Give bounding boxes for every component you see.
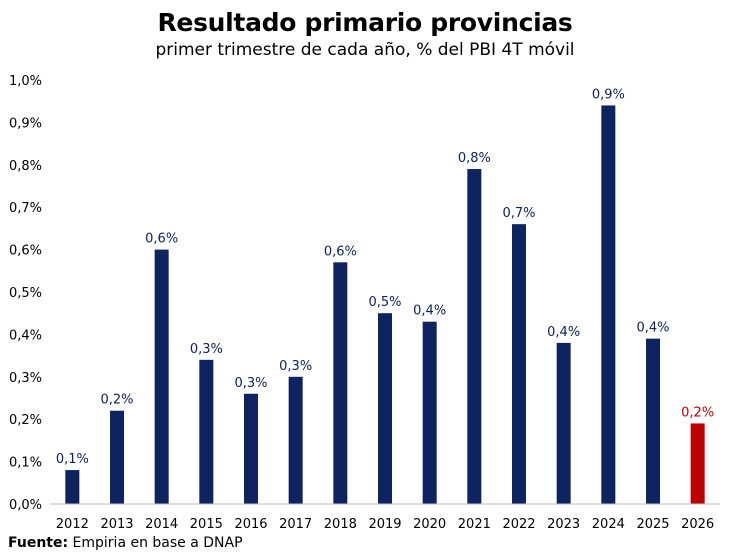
source-label: Fuente: — [8, 535, 69, 551]
chart-title: Resultado primario provincias — [157, 8, 573, 37]
bar-2026 — [690, 423, 705, 504]
y-tick-label: 0,2% — [9, 413, 42, 428]
data-label-2023: 0,4% — [547, 325, 580, 340]
y-tick-label: 0,9% — [9, 116, 42, 131]
x-tick-label: 2018 — [324, 517, 357, 532]
data-label-2019: 0,5% — [368, 295, 401, 310]
y-tick-label: 0,1% — [9, 456, 42, 471]
y-tick-label: 0,7% — [9, 201, 42, 216]
x-tick-label: 2012 — [56, 517, 89, 532]
data-label-2020: 0,4% — [413, 304, 446, 319]
x-tick-label: 2024 — [592, 517, 625, 532]
data-label-2022: 0,7% — [502, 206, 535, 221]
x-tick-label: 2022 — [502, 517, 535, 532]
bar-2015 — [199, 359, 214, 504]
data-label-2021: 0,8% — [458, 151, 491, 166]
x-tick-label: 2026 — [681, 517, 714, 532]
bar-2022 — [512, 224, 526, 504]
data-label-2017: 0,3% — [279, 359, 312, 374]
x-tick-label: 2023 — [547, 517, 580, 532]
chart-subtitle: primer trimestre de cada año, % del PBI … — [155, 40, 575, 60]
y-tick-label: 0,3% — [9, 371, 42, 386]
y-tick-label: 1,0% — [9, 74, 42, 89]
data-label-2025: 0,4% — [636, 321, 669, 336]
x-tick-label: 2015 — [190, 517, 223, 532]
x-tick-label: 2019 — [368, 517, 401, 532]
data-label-2018: 0,6% — [324, 244, 357, 259]
data-label-2024: 0,9% — [592, 87, 625, 102]
source-note: Fuente: Empiria en base a DNAP — [8, 535, 243, 551]
x-tick-label: 2020 — [413, 517, 446, 532]
bar-2017 — [288, 376, 303, 504]
y-tick-label: 0,4% — [9, 328, 42, 343]
y-axis: 0,0% 0,1% 0,2% 0,3% 0,4% 0,5% 0,6% 0,7% 0,8% 0,9%… — [9, 74, 42, 513]
x-tick-label: 2021 — [458, 517, 491, 532]
x-tick-label: 2013 — [100, 517, 133, 532]
bar-2024 — [601, 105, 616, 504]
bar-2013 — [110, 410, 124, 504]
data-label-2016: 0,3% — [234, 376, 267, 391]
bar-2016 — [244, 393, 258, 504]
bar-2014 — [154, 249, 169, 504]
data-label-2015: 0,3% — [190, 342, 223, 357]
data-label-2014: 0,6% — [145, 232, 178, 247]
bar-2019 — [378, 313, 392, 504]
bar-2021 — [467, 169, 482, 505]
data-label-2026: 0,2% — [681, 405, 714, 420]
x-axis: 2012 2013 2014 2015 2016 2017 2018 2019 2020 2021… — [50, 503, 720, 532]
x-tick-label: 2014 — [145, 517, 178, 532]
y-tick-label: 0,6% — [9, 244, 42, 259]
y-tick-label: 0,8% — [9, 159, 42, 174]
source-text: Empiria en base a DNAP — [68, 535, 243, 551]
bar-2012 — [65, 470, 80, 504]
data-label-2012: 0,1% — [56, 452, 89, 467]
x-tick-label: 2016 — [234, 517, 267, 532]
y-tick-label: 0,5% — [9, 286, 42, 301]
data-labels: 0,1% 0,2% 0,6% 0,3% 0,3% 0,3% 0,6% 0,5% 0,4% 0,8%… — [56, 87, 714, 467]
x-tick-label: 2025 — [636, 517, 669, 532]
bar-2023 — [556, 342, 571, 504]
bar-2020 — [422, 321, 437, 504]
x-tick-label: 2017 — [279, 517, 312, 532]
data-label-2013: 0,2% — [100, 393, 133, 408]
y-tick-label: 0,0% — [9, 498, 42, 513]
bar-2018 — [333, 262, 348, 504]
bars — [65, 105, 705, 505]
bar-2025 — [646, 338, 660, 504]
